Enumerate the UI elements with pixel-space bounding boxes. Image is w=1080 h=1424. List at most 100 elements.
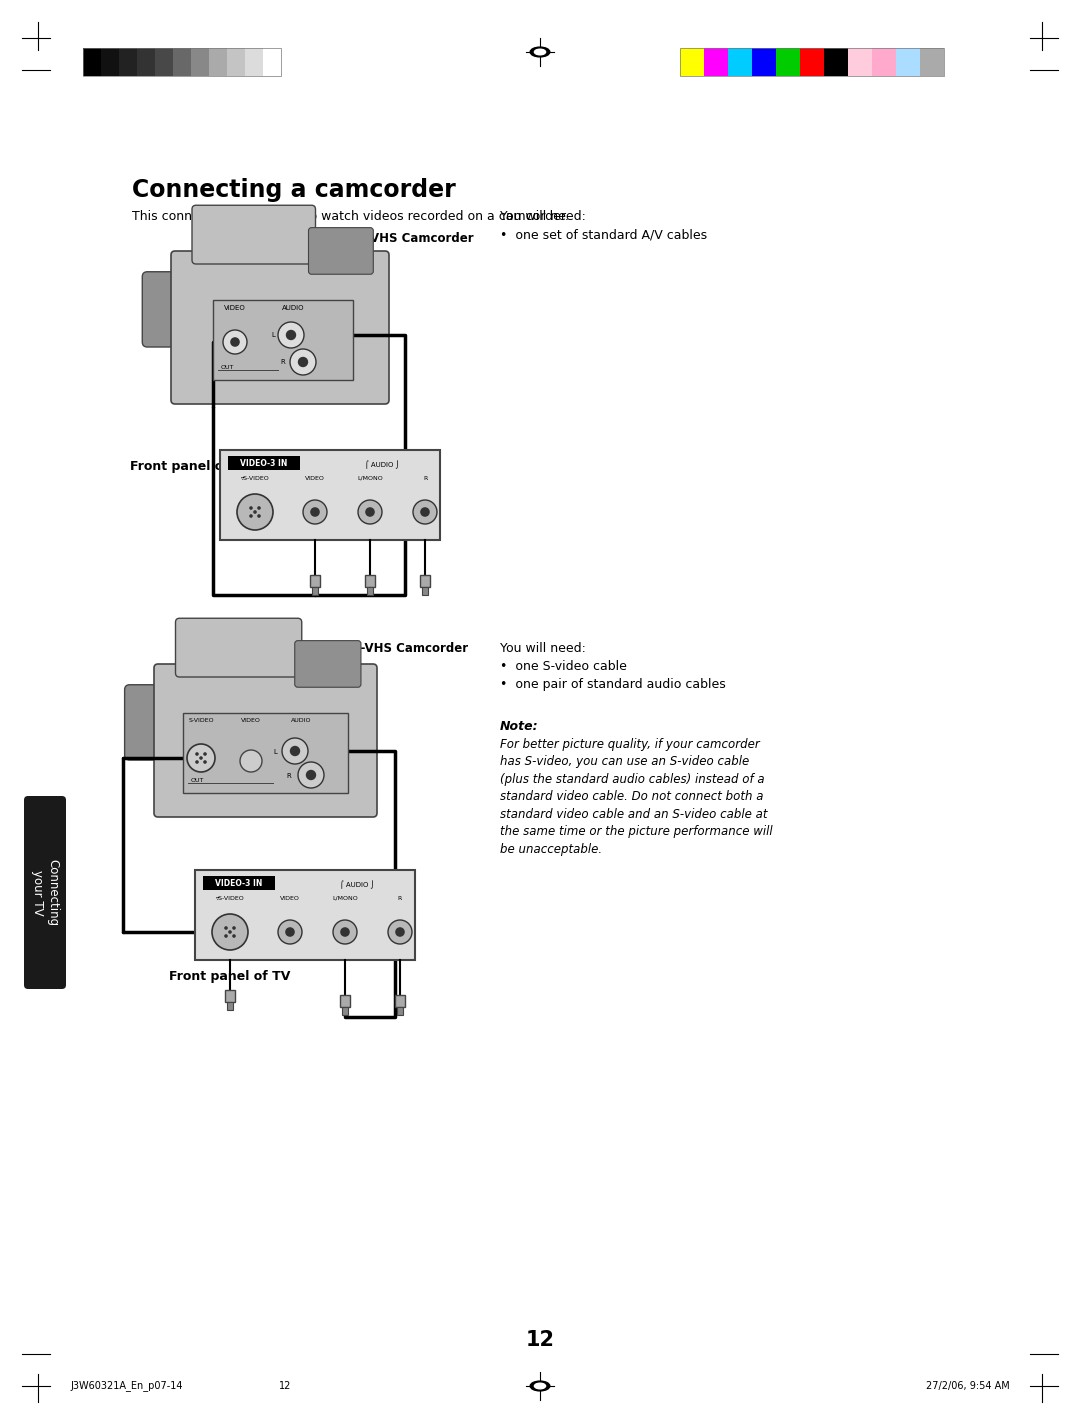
Bar xyxy=(367,587,373,595)
Text: •  one set of standard A/V cables: • one set of standard A/V cables xyxy=(500,228,707,241)
Circle shape xyxy=(225,934,228,938)
Bar xyxy=(225,990,235,1002)
Bar xyxy=(872,48,896,75)
Text: AUDIO: AUDIO xyxy=(291,718,311,723)
Bar xyxy=(420,575,430,587)
Bar xyxy=(227,48,245,75)
Bar xyxy=(397,1007,403,1015)
Circle shape xyxy=(286,330,296,340)
Bar xyxy=(422,587,428,595)
Circle shape xyxy=(203,760,206,763)
Text: •  one pair of standard audio cables: • one pair of standard audio cables xyxy=(500,678,726,691)
Text: •  one S-video cable: • one S-video cable xyxy=(500,659,626,674)
Bar xyxy=(137,48,156,75)
Bar xyxy=(800,48,824,75)
Circle shape xyxy=(253,510,257,514)
Bar xyxy=(191,48,210,75)
Circle shape xyxy=(395,927,405,937)
Bar xyxy=(728,48,752,75)
Circle shape xyxy=(257,506,260,510)
Text: VIDEO: VIDEO xyxy=(241,718,261,723)
Bar xyxy=(83,48,281,75)
Bar xyxy=(342,1007,348,1015)
Text: 27/2/06, 9:54 AM: 27/2/06, 9:54 AM xyxy=(927,1381,1010,1391)
Text: VIDEO-3 IN: VIDEO-3 IN xyxy=(241,459,287,467)
Text: OUT: OUT xyxy=(191,778,204,783)
FancyBboxPatch shape xyxy=(24,796,66,990)
Bar xyxy=(704,48,728,75)
Circle shape xyxy=(303,500,327,524)
Text: You will need:: You will need: xyxy=(500,642,585,655)
Ellipse shape xyxy=(535,1383,545,1388)
Circle shape xyxy=(357,500,382,524)
Circle shape xyxy=(195,760,199,763)
Text: J3W60321A_En_p07-14: J3W60321A_En_p07-14 xyxy=(70,1380,183,1391)
Circle shape xyxy=(249,514,253,518)
Circle shape xyxy=(413,500,437,524)
Circle shape xyxy=(195,752,199,756)
Circle shape xyxy=(212,914,248,950)
Text: For better picture quality, if your camcorder
has S-video, you can use an S-vide: For better picture quality, if your camc… xyxy=(500,738,772,856)
Bar xyxy=(83,48,102,75)
Circle shape xyxy=(298,357,308,367)
Circle shape xyxy=(285,927,295,937)
Text: R: R xyxy=(397,896,402,901)
Circle shape xyxy=(232,934,235,938)
Bar xyxy=(777,48,800,75)
Bar xyxy=(752,48,777,75)
Circle shape xyxy=(298,762,324,787)
Text: R: R xyxy=(286,773,292,779)
Bar xyxy=(312,587,318,595)
Circle shape xyxy=(278,920,302,944)
Text: VIDEO: VIDEO xyxy=(225,305,246,310)
Text: VIDEO-3 IN: VIDEO-3 IN xyxy=(215,879,262,887)
Text: Front panel of TV: Front panel of TV xyxy=(130,460,252,473)
Text: S-VIDEO: S-VIDEO xyxy=(188,718,214,723)
Ellipse shape xyxy=(535,50,545,54)
Text: 12: 12 xyxy=(526,1330,554,1350)
FancyBboxPatch shape xyxy=(309,228,374,275)
Text: VIDEO: VIDEO xyxy=(280,896,300,901)
Text: ⌠ AUDIO ⌡: ⌠ AUDIO ⌡ xyxy=(365,460,400,468)
Bar xyxy=(920,48,944,75)
FancyBboxPatch shape xyxy=(143,272,199,347)
FancyBboxPatch shape xyxy=(124,685,181,760)
Circle shape xyxy=(306,770,316,780)
Bar xyxy=(195,870,415,960)
Circle shape xyxy=(203,752,206,756)
Ellipse shape xyxy=(530,1381,550,1391)
Text: R: R xyxy=(423,476,427,481)
Circle shape xyxy=(225,926,228,930)
FancyBboxPatch shape xyxy=(295,641,361,688)
Circle shape xyxy=(365,507,375,517)
Text: L: L xyxy=(271,332,275,337)
Text: L: L xyxy=(273,749,276,755)
Circle shape xyxy=(257,514,260,518)
Bar xyxy=(227,1002,233,1010)
Bar xyxy=(824,48,848,75)
Bar xyxy=(680,48,944,75)
Text: You will need:: You will need: xyxy=(500,209,585,224)
Circle shape xyxy=(282,738,308,765)
Circle shape xyxy=(187,743,215,772)
Circle shape xyxy=(291,349,316,375)
Circle shape xyxy=(333,920,357,944)
Bar xyxy=(310,575,320,587)
Bar xyxy=(102,48,119,75)
Bar xyxy=(119,48,137,75)
Text: ⌠ AUDIO ⌡: ⌠ AUDIO ⌡ xyxy=(340,880,374,889)
Ellipse shape xyxy=(530,47,550,57)
Text: OUT: OUT xyxy=(221,365,234,370)
Bar xyxy=(395,995,405,1007)
Text: Front panel of TV: Front panel of TV xyxy=(170,970,291,983)
Text: VIDEO: VIDEO xyxy=(305,476,325,481)
Text: Connecting a camcorder: Connecting a camcorder xyxy=(132,178,456,202)
Circle shape xyxy=(289,746,300,756)
FancyBboxPatch shape xyxy=(154,664,377,817)
Circle shape xyxy=(237,494,273,530)
Bar xyxy=(183,713,348,793)
Bar xyxy=(203,876,275,890)
FancyBboxPatch shape xyxy=(192,205,315,263)
Text: This connection allows you to watch videos recorded on a camcorder.: This connection allows you to watch vide… xyxy=(132,209,569,224)
FancyBboxPatch shape xyxy=(171,251,389,404)
